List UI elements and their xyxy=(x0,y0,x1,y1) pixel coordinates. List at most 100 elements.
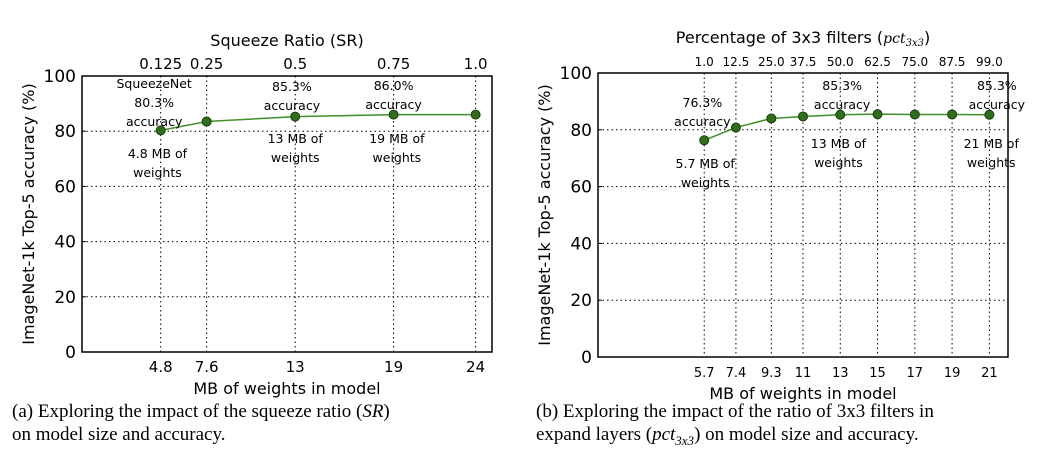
chart2-top-axis-sub: 3x3 xyxy=(906,38,924,49)
chart1-xtick-label: 7.6 xyxy=(195,358,219,376)
chart1-ytick-label: 60 xyxy=(54,177,76,197)
chart1-annotation: 80.3% xyxy=(134,95,174,110)
chart2-annotation: 5.7 MB of xyxy=(676,156,736,171)
chart2-top-tick-label: 50.0 xyxy=(827,55,854,69)
chart2-data-point xyxy=(766,113,777,124)
chart1-top-tick-label: 1.0 xyxy=(464,55,488,73)
chart2-ytick-label: 100 xyxy=(560,64,592,84)
chart1-top-tick-label: 0.5 xyxy=(283,55,307,73)
chart1-data-point xyxy=(470,109,481,120)
chart2-xtick-label: 9.3 xyxy=(761,366,782,381)
chart2-y-axis-label: ImageNet-1k Top-5 accuracy (%) xyxy=(535,84,554,346)
chart2-annotation: weights xyxy=(967,155,1016,170)
chart1-ytick-label: 20 xyxy=(54,288,76,308)
chart1-annotation: accuracy xyxy=(126,114,183,129)
chart1-data-point xyxy=(155,125,166,136)
chart2-data-point xyxy=(872,109,883,120)
chart1-xtick-label: 4.8 xyxy=(149,358,173,376)
chart2-top-axis-close: ) xyxy=(924,28,930,47)
chart2-top-tick-label: 37.5 xyxy=(790,55,817,69)
chart2-top-tick-label: 62.5 xyxy=(864,55,891,69)
caption-a-text: (a) Exploring the impact of the squeeze … xyxy=(12,401,363,422)
chart2-xtick-label: 11 xyxy=(795,366,812,381)
chart2-annotation: accuracy xyxy=(969,97,1026,112)
chart1-xtick-label: 19 xyxy=(384,358,403,376)
chart2-annotation: 76.3% xyxy=(683,95,723,110)
chart1-top-axis-label-text: Squeeze Ratio (SR) xyxy=(210,31,363,50)
chart1-annotation: 85.3% xyxy=(272,79,312,94)
chart2-data-point xyxy=(909,109,920,120)
chart1-data-point xyxy=(290,111,301,122)
chart1-data-point xyxy=(388,109,399,120)
chart1-xtick-label: 13 xyxy=(286,358,305,376)
caption-a: (a) Exploring the impact of the squeeze … xyxy=(12,400,390,446)
chart2-axes-frame xyxy=(597,72,1009,358)
chart2-annotation: weights xyxy=(681,175,730,190)
chart1-top-axis-label: Squeeze Ratio (SR) xyxy=(210,31,363,50)
chart2-x-axis-label: MB of weights in model xyxy=(709,384,896,403)
chart2-annotation: accuracy xyxy=(814,97,871,112)
chart2-annotation: 85.3% xyxy=(977,78,1017,93)
chart2-data-point xyxy=(699,135,710,146)
caption-b-suffix: ) on model size and accuracy. xyxy=(694,424,919,445)
chart1-annotation: accuracy xyxy=(264,98,321,113)
caption-a-line2: on model size and accuracy. xyxy=(12,424,226,445)
chart2-ytick-label: 80 xyxy=(570,121,592,141)
chart1-annotation: SqueezeNet xyxy=(116,76,191,91)
chart2-data-point xyxy=(730,122,741,133)
chart2-top-tick-label: 75.0 xyxy=(901,55,928,69)
chart1-annotation: weights xyxy=(373,150,422,165)
chart1-axes-frame xyxy=(81,75,493,353)
caption-a-math: SR xyxy=(362,401,384,422)
caption-b-sub: 3x3 xyxy=(675,432,695,448)
chart2-xtick-label: 17 xyxy=(907,366,924,381)
chart1-top-tick-label: 0.75 xyxy=(377,55,410,73)
chart2-data-point xyxy=(835,109,846,120)
chart2-top-tick-label: 99.0 xyxy=(976,55,1003,69)
chart2-ytick-label: 0 xyxy=(581,348,592,368)
chart1-top-tick-label: 0.125 xyxy=(139,55,182,73)
chart2-data-point xyxy=(984,109,995,120)
chart1-annotation: 4.8 MB of xyxy=(128,146,188,161)
chart2-annotation: accuracy xyxy=(674,114,731,129)
chart2-xtick-label: 7.4 xyxy=(726,366,747,381)
chart1-xtick-label: 24 xyxy=(466,358,485,376)
chart2-xtick-label: 5.7 xyxy=(694,366,715,381)
chart1-y-axis-label: ImageNet-1k Top-5 accuracy (%) xyxy=(19,83,38,345)
chart2-annotation: 13 MB of xyxy=(811,136,867,151)
caption-b-line2: expand layers ( xyxy=(536,424,653,445)
chart1-annotation: weights xyxy=(133,165,182,180)
chart1-ytick-label: 80 xyxy=(54,122,76,142)
chart2-annotation: weights xyxy=(814,155,863,170)
chart2-top-axis-math: pct xyxy=(883,31,906,47)
chart2-xtick-label: 13 xyxy=(832,366,849,381)
chart2-xtick-label: 21 xyxy=(981,366,998,381)
chart2-data-point xyxy=(798,111,808,122)
chart1-ytick-label: 0 xyxy=(65,343,76,363)
chart2-xtick-label: 19 xyxy=(944,366,961,381)
chart1-ytick-label: 40 xyxy=(54,233,76,253)
caption-b-math: pct xyxy=(652,424,676,445)
chart2-top-tick-label: 87.5 xyxy=(939,55,966,69)
chart2-top-tick-label: 1.0 xyxy=(695,55,714,69)
chart2-top-axis-label: Percentage of 3x3 filters (pct3x3) xyxy=(676,28,930,49)
chart1-annotation: weights xyxy=(271,150,320,165)
caption-a-suffix: ) xyxy=(383,401,390,422)
chart2-top-tick-label: 25.0 xyxy=(758,55,785,69)
caption-b: (b) Exploring the impact of the ratio of… xyxy=(536,400,934,452)
chart2-xtick-label: 15 xyxy=(869,366,886,381)
chart2-top-tick-label: 12.5 xyxy=(723,55,750,69)
chart2-ytick-label: 40 xyxy=(570,234,592,254)
chart1-annotation: 86.0% xyxy=(374,78,414,93)
chart1-annotation: 13 MB of xyxy=(268,131,324,146)
chart2-top-axis-label-text: Percentage of 3x3 filters ( xyxy=(676,28,883,47)
chart2-annotation: 21 MB of xyxy=(964,136,1020,151)
chart1-top-tick-label: 0.25 xyxy=(190,55,223,73)
chart2-ytick-label: 60 xyxy=(570,178,592,198)
chart1-x-axis-label: MB of weights in model xyxy=(193,379,380,398)
chart2-ytick-label: 20 xyxy=(570,291,592,311)
chart2-annotation: 85.3% xyxy=(822,78,862,93)
caption-b-text: (b) Exploring the impact of the ratio of… xyxy=(536,401,934,422)
chart2-data-point xyxy=(947,109,958,120)
